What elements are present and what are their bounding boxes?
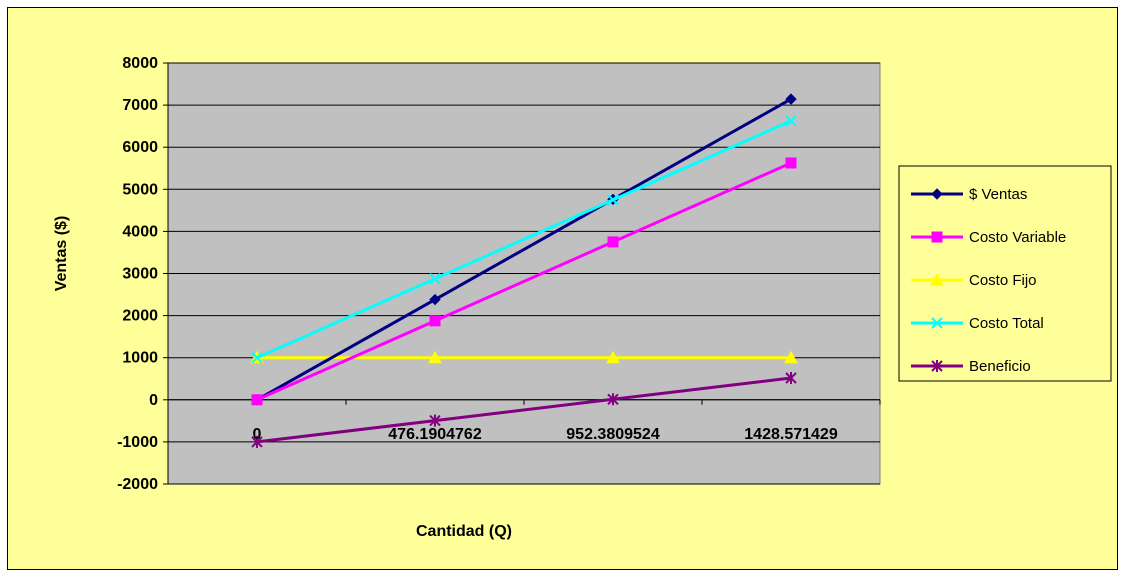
data-point xyxy=(930,272,944,286)
y-axis-title: Ventas ($) xyxy=(53,216,70,292)
x-tick-label: 0 xyxy=(253,426,262,443)
chart-area: -2000 -1000 0 1000 2000 3000 4000 5000 6000 7000 8… xyxy=(7,7,1118,570)
y-tick-label: 1000 xyxy=(122,350,158,367)
series-4 xyxy=(251,371,797,448)
data-point xyxy=(429,293,441,306)
data-point xyxy=(931,231,943,243)
x-tick-label: 476.1904762 xyxy=(388,426,482,443)
legend-entry: Costo Total xyxy=(911,315,1044,332)
y-tick-label: 2000 xyxy=(122,308,158,325)
x-axis-title: Cantidad (Q) xyxy=(416,523,512,540)
line-chart: -2000 -1000 0 1000 2000 3000 4000 5000 6000 7000 8… xyxy=(53,55,1112,540)
legend: $ Ventas Costo Variable Costo Fijo Costo To… xyxy=(898,165,1112,382)
legend-label: Costo Total xyxy=(969,315,1044,332)
y-tick-label: 3000 xyxy=(122,266,158,283)
data-point xyxy=(931,188,943,200)
y-tick-label: 4000 xyxy=(122,223,158,240)
y-tick-label: 8000 xyxy=(122,55,158,72)
series-lines xyxy=(250,93,798,448)
axes xyxy=(163,62,881,485)
data-point xyxy=(931,317,943,329)
data-point xyxy=(429,414,441,427)
y-tick-label: -2000 xyxy=(117,476,158,493)
x-tick-label: 1428.571429 xyxy=(744,426,838,443)
y-tick-label: 0 xyxy=(149,392,158,409)
data-point xyxy=(251,351,263,364)
data-point xyxy=(785,157,797,169)
data-point xyxy=(428,350,442,364)
data-point xyxy=(607,236,619,248)
legend-label: Beneficio xyxy=(969,358,1031,375)
legend-entry: Beneficio xyxy=(911,358,1031,375)
data-point xyxy=(785,115,797,127)
series-2 xyxy=(250,350,798,364)
series-line xyxy=(256,161,792,402)
series-line xyxy=(256,376,792,444)
data-point xyxy=(607,393,619,406)
gridlines xyxy=(168,62,880,485)
data-point xyxy=(784,350,798,364)
x-tick-label: 952.3809524 xyxy=(566,426,660,443)
tick-labels: -2000 -1000 0 1000 2000 3000 4000 5000 6000 7000 8… xyxy=(117,55,838,493)
legend-label: Costo Variable xyxy=(969,229,1066,246)
y-tick-label: 6000 xyxy=(122,139,158,156)
legend-label: Costo Fijo xyxy=(969,272,1037,289)
y-tick-label: 5000 xyxy=(122,181,158,198)
series-1 xyxy=(251,157,797,406)
series-line xyxy=(256,97,792,402)
series-line xyxy=(256,119,792,360)
legend-entry: Costo Fijo xyxy=(911,272,1037,289)
data-point xyxy=(429,273,441,285)
series-3 xyxy=(251,115,797,364)
y-tick-label: -1000 xyxy=(117,434,158,451)
data-point xyxy=(606,350,620,364)
data-point xyxy=(251,394,263,406)
data-point xyxy=(251,435,263,448)
data-point xyxy=(785,93,797,105)
legend-entry: Costo Variable xyxy=(911,229,1066,246)
data-point xyxy=(607,194,619,206)
data-point xyxy=(429,315,441,327)
data-point xyxy=(785,371,797,384)
legend-label: $ Ventas xyxy=(969,186,1027,203)
data-point xyxy=(931,360,943,372)
legend-entry: $ Ventas xyxy=(911,186,1027,203)
y-tick-label: 7000 xyxy=(122,97,158,114)
legend-box xyxy=(898,165,1112,382)
